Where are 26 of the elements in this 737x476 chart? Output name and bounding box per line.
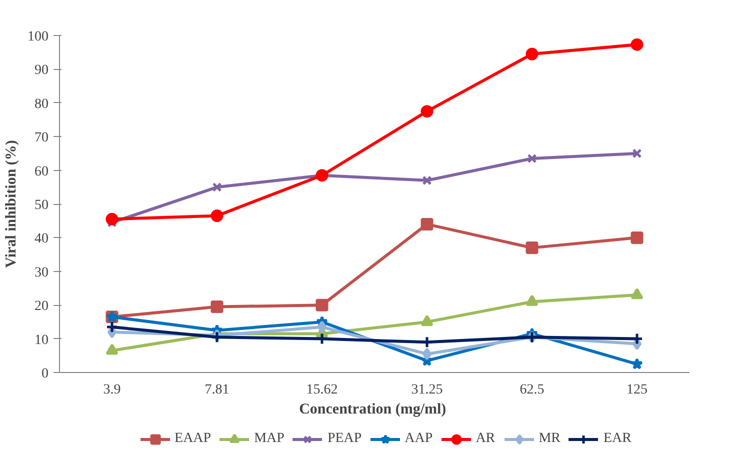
y-tick-label: 70 — [34, 130, 48, 146]
x-tick-label: 15.62 — [306, 382, 338, 398]
y-tick-label: 50 — [34, 198, 48, 213]
legend-label: AR — [476, 431, 496, 447]
x-tick-label: 125 — [626, 382, 648, 398]
legend-label: MAP — [254, 431, 284, 447]
y-tick-label: 60 — [34, 164, 48, 180]
x-axis-title: Concentration (mg/ml) — [299, 402, 446, 418]
x-tick-label: 62.5 — [520, 382, 544, 398]
x-tick-label: 31.25 — [411, 382, 443, 398]
legend-label: EAR — [603, 431, 632, 447]
x-tick-label: 7.81 — [204, 382, 230, 398]
x-tick-label: 3.9 — [103, 382, 121, 398]
y-tick-label: 40 — [34, 232, 48, 247]
legend-label: MR — [538, 431, 560, 447]
y-tick-label: 90 — [34, 63, 48, 78]
y-tick-label: 20 — [34, 299, 48, 314]
y-tick-label: 80 — [34, 96, 48, 112]
legend-label: PEAP — [327, 431, 362, 447]
legend-label: EAAP — [174, 431, 212, 447]
y-tick-label: 30 — [34, 265, 48, 280]
y-tick-label: 10 — [34, 332, 48, 348]
legend-label: AAP — [404, 431, 433, 447]
y-tick-label: 0 — [42, 366, 48, 382]
y-axis-title: Viral inhibition (%) — [4, 140, 20, 268]
y-tick-label: 100 — [28, 30, 48, 44]
